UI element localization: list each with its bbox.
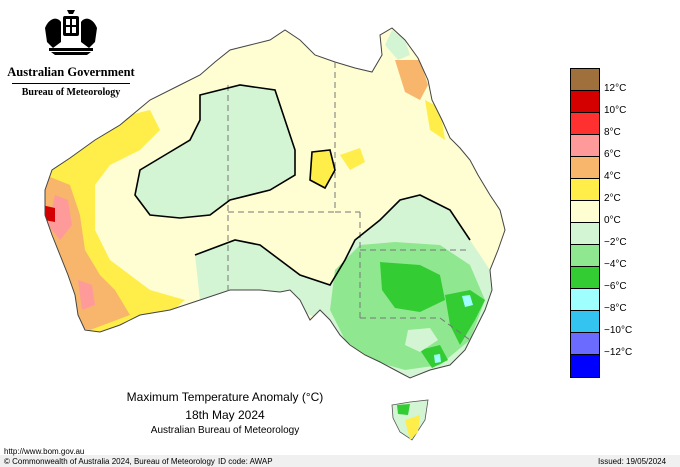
footer-copyright: © Commonwealth of Australia 2024, Bureau… [4,457,215,466]
map-source: Australian Bureau of Meteorology [150,425,300,436]
footer-bar [0,455,680,467]
footer-url[interactable]: http://www.bom.gov.au [4,447,85,456]
legend-swatch [571,69,599,91]
logo-divider [12,83,130,84]
legend-label: 12°C [604,83,627,94]
map-title: Maximum Temperature Anomaly (°C) [126,390,324,404]
legend-swatch [571,245,599,267]
legend-label: −12°C [604,347,633,358]
legend-label: 10°C [604,105,627,116]
legend-label: 8°C [604,127,621,138]
legend-label: −2°C [604,237,627,248]
map-date: 18th May 2024 [185,408,265,422]
legend-label: 0°C [604,215,621,226]
government-name: Australian Government [7,65,135,79]
legend-swatch [571,311,599,333]
legend-swatch [571,157,599,179]
legend-scale [570,68,600,378]
legend-swatch [571,201,599,223]
legend-label: 4°C [604,171,621,182]
legend-label: −10°C [604,325,633,336]
footer-issued: Issued: 19/05/2024 [598,457,667,466]
legend-label: 2°C [604,193,621,204]
coat-of-arms-icon [45,10,97,55]
legend-swatch [571,91,599,113]
government-logo: Australian Government Bureau of Meteorol… [6,8,136,98]
legend-label: −8°C [604,303,627,314]
bureau-name: Bureau of Meteorology [21,87,121,98]
footer-id-code: ID code: AWAP [218,457,273,466]
legend-swatch [571,333,599,355]
legend-label: −4°C [604,259,627,270]
legend-swatch [571,223,599,245]
legend-swatch [571,179,599,201]
legend-swatch [571,135,599,157]
legend-swatch [571,355,599,377]
legend-label: −6°C [604,281,627,292]
legend-swatch [571,289,599,311]
legend-swatch [571,267,599,289]
legend-label: 6°C [604,149,621,160]
legend-swatch [571,113,599,135]
